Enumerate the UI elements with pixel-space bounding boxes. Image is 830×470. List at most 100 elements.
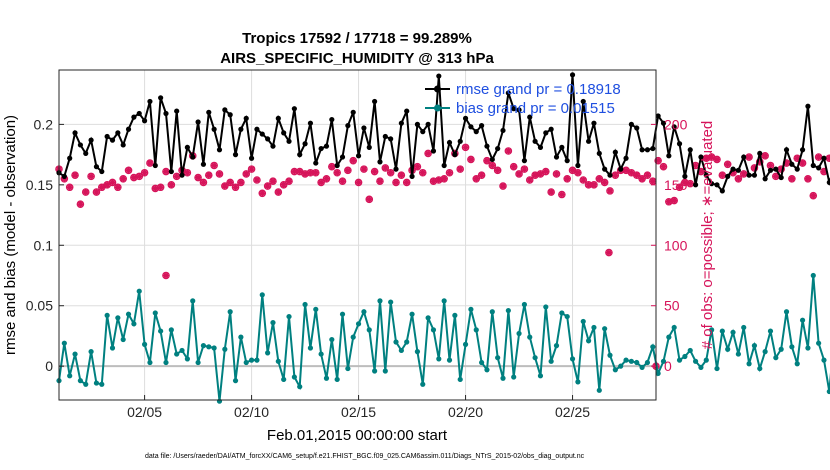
bias-point xyxy=(778,346,784,352)
obs-possible-marker xyxy=(199,178,208,187)
bias-point xyxy=(88,349,94,355)
bias-point xyxy=(735,351,741,357)
obs-evaluated-marker xyxy=(195,174,202,181)
rmse-point xyxy=(206,109,212,115)
obs-possible-marker xyxy=(520,165,529,173)
footnote: data file: /Users/raeder/DAI/ATM_forcXX/… xyxy=(145,453,585,460)
obs-evaluated-marker xyxy=(430,178,437,185)
obs-evaluated-marker xyxy=(730,169,737,176)
bias-point xyxy=(377,298,383,304)
obs-evaluated-marker xyxy=(398,172,405,179)
obs-evaluated-marker xyxy=(756,158,763,165)
bias-point xyxy=(446,357,453,363)
bias-point xyxy=(618,363,624,369)
rmse-point xyxy=(281,130,287,136)
rmse-point xyxy=(163,110,169,117)
obs-possible-marker xyxy=(338,177,347,186)
bias-point xyxy=(596,387,602,393)
rmse-point xyxy=(109,137,116,143)
obs-possible-marker xyxy=(71,171,79,179)
bias-point xyxy=(505,307,511,314)
x-tick-label: 02/05 xyxy=(127,404,162,420)
bias-point xyxy=(489,309,495,315)
obs-evaluated-marker xyxy=(72,172,79,179)
obs-evaluated-marker xyxy=(393,179,400,186)
bias-point xyxy=(281,376,287,383)
bias-point xyxy=(479,359,485,366)
obs-evaluated-marker xyxy=(676,184,683,191)
y-right-tick-label: 200 xyxy=(664,116,688,132)
rmse-point xyxy=(714,182,720,188)
bias-point xyxy=(457,376,463,383)
obs-extra-evaluated-marker xyxy=(605,249,612,256)
rmse-point xyxy=(248,155,255,161)
rmse-point xyxy=(618,166,624,172)
obs-possible-marker xyxy=(279,181,288,189)
obs-evaluated-marker xyxy=(146,160,153,167)
rmse-point xyxy=(158,95,164,101)
obs-possible-marker xyxy=(146,159,154,167)
obs-evaluated-marker xyxy=(697,168,704,175)
axis-ticks: 02/05 02/10 02/15 02/20 02/25 0 0.05 0.1 0.15 0.2… xyxy=(26,116,688,420)
obs-evaluated-marker xyxy=(344,167,351,174)
obs-evaluated-marker xyxy=(403,179,410,186)
rmse-point xyxy=(441,162,447,169)
rmse-point xyxy=(479,123,485,129)
y-tick-label: 0.05 xyxy=(26,298,53,314)
rmse-point xyxy=(741,154,747,160)
obs-possible-marker xyxy=(258,189,267,198)
rmse-point xyxy=(500,127,506,134)
bias-point xyxy=(404,339,410,345)
bias-point xyxy=(329,336,335,343)
obs-evaluated-marker xyxy=(810,192,817,199)
rmse-point xyxy=(83,150,89,157)
obs-possible-marker xyxy=(515,170,523,178)
obs-possible-marker xyxy=(167,181,176,189)
obs-possible-marker xyxy=(124,166,133,175)
bias-point xyxy=(270,320,276,326)
rmse-point xyxy=(275,115,281,121)
rmse-point xyxy=(446,139,453,146)
bias-point xyxy=(826,388,830,395)
bias-point xyxy=(692,358,699,364)
rmse-point xyxy=(216,147,223,153)
bias-point xyxy=(275,358,281,364)
bias-point xyxy=(575,379,581,385)
bias-point xyxy=(767,328,774,334)
obs-evaluated-marker xyxy=(382,164,389,171)
obs-evaluated-marker xyxy=(275,189,282,196)
bias-point xyxy=(628,358,634,364)
obs-evaluated-marker xyxy=(366,196,373,203)
bias-point xyxy=(452,312,458,318)
obs-evaluated-marker xyxy=(713,156,720,163)
obs-evaluated-marker xyxy=(109,179,116,186)
rmse-point xyxy=(286,138,292,144)
rmse-point xyxy=(307,120,314,126)
bias-point xyxy=(789,344,795,350)
rmse-point xyxy=(152,162,158,169)
obs-evaluated-marker xyxy=(788,175,795,182)
bias-point xyxy=(655,370,661,377)
obs-evaluated-marker xyxy=(307,169,314,176)
rmse-point xyxy=(628,121,634,127)
bias-point xyxy=(511,374,517,380)
rmse-point xyxy=(666,153,672,159)
y-tick-label: 0.15 xyxy=(26,177,53,193)
rmse-point xyxy=(409,173,415,179)
obs-evaluated-marker xyxy=(205,172,212,179)
obs-evaluated-marker xyxy=(473,175,480,182)
obs-evaluated-marker xyxy=(136,173,143,180)
bias-point xyxy=(414,349,421,355)
bias-point xyxy=(131,321,137,327)
rmse-point xyxy=(265,136,271,142)
rmse-point xyxy=(676,141,683,147)
bias-point xyxy=(259,292,265,298)
obs-evaluated-marker xyxy=(269,178,276,185)
obs-evaluated-marker xyxy=(446,169,453,176)
obs-evaluated-marker xyxy=(762,152,769,159)
bias-point xyxy=(307,345,314,351)
rmse-point xyxy=(612,149,618,155)
obs-evaluated-marker xyxy=(483,157,490,164)
obs-possible-marker xyxy=(402,178,411,187)
rmse-point xyxy=(184,144,190,150)
